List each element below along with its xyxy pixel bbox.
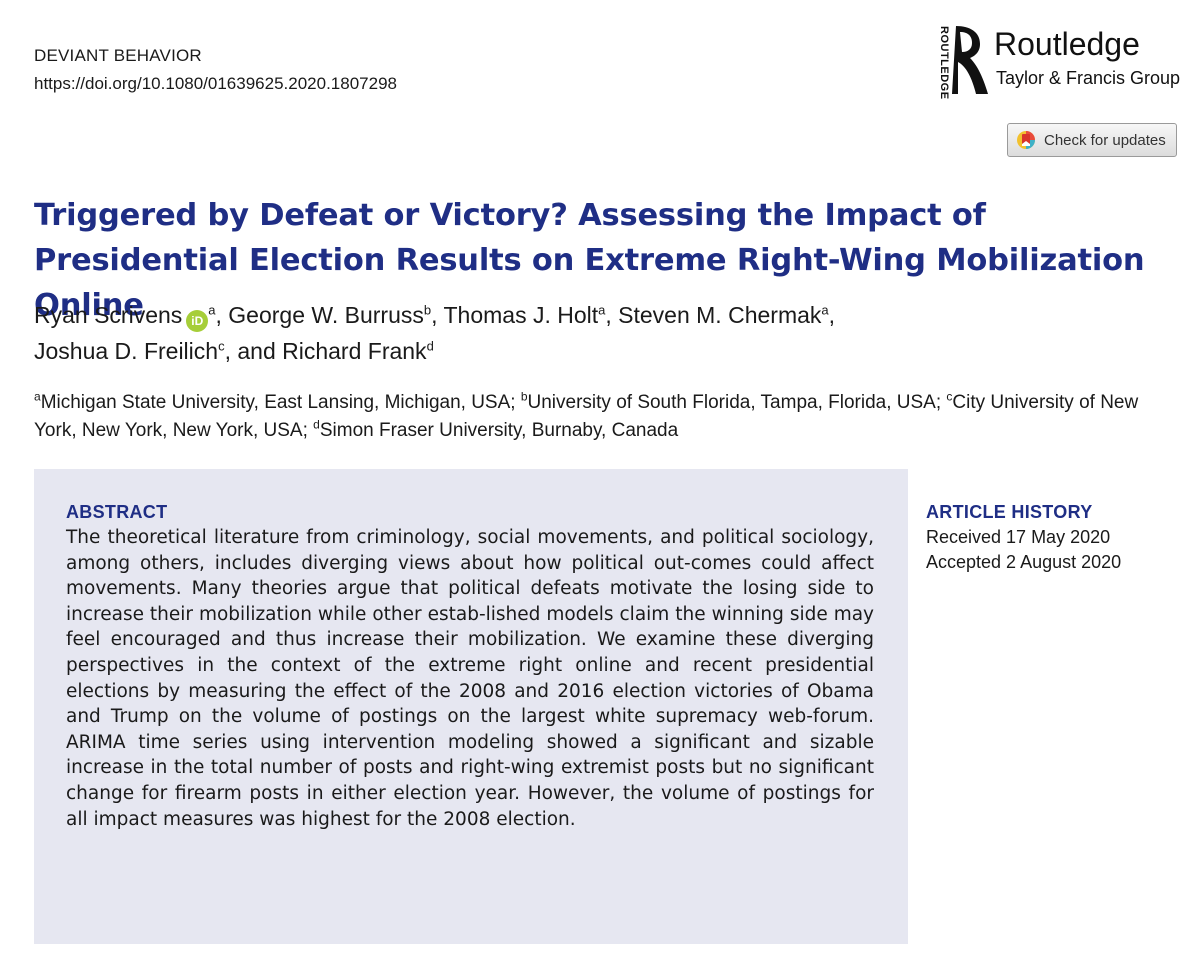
article-history-heading: ARTICLE HISTORY (926, 502, 1093, 522)
author-affiliation-marker: a (208, 302, 216, 318)
author-affiliation-marker: a (821, 302, 829, 318)
article-history: ARTICLE HISTORY Received 17 May 2020 Acc… (926, 499, 1186, 575)
publisher-vertical-text: ROUTLEDGE (938, 26, 950, 100)
publisher-group: Taylor & Francis Group (996, 68, 1181, 88)
routledge-head-icon (952, 26, 988, 94)
author-list: Ryan Scrivens iDa, George W. Burrussb, Th… (34, 302, 836, 364)
journal-name: DEVIANT BEHAVIOR (34, 46, 202, 65)
affiliation-marker: a (34, 389, 41, 404)
check-for-updates-label: Check for updates (1044, 131, 1166, 149)
crossmark-icon (1017, 131, 1035, 149)
accepted-date: Accepted 2 August 2020 (926, 552, 1122, 572)
affiliation-text: University of South Florida, Tampa, Flor… (527, 392, 947, 413)
author-name[interactable]: George W. Burruss (228, 302, 424, 328)
article-title: Triggered by Defeat or Victory? Assessin… (34, 198, 1145, 323)
affiliation-text: City University of New York, New York, N… (34, 392, 1139, 441)
affiliation-list: aMichigan State University, East Lansing… (34, 389, 1184, 445)
abstract-heading: ABSTRACT (66, 502, 168, 522)
author-affiliation-marker: c (218, 338, 225, 354)
publisher-logo: ROUTLEDGE Routledge Taylor & Francis Gro… (932, 18, 1182, 100)
affiliation-marker: d (313, 417, 320, 432)
abstract-box: ABSTRACT The theoretical literature from… (34, 469, 908, 944)
author-name[interactable]: Richard Frank (282, 338, 427, 364)
doi-link[interactable]: https://doi.org/10.1080/01639625.2020.18… (34, 74, 397, 93)
author-affiliation-marker: b (423, 302, 432, 318)
author-name[interactable]: Joshua D. Freilich (34, 338, 219, 364)
author-name[interactable]: Ryan Scrivens (34, 302, 183, 328)
check-for-updates-button[interactable]: Check for updates (1007, 123, 1177, 157)
affiliation-text: Michigan State University, East Lansing,… (40, 392, 521, 413)
received-date: Received 17 May 2020 (926, 527, 1111, 547)
author-name[interactable]: Steven M. Chermak (618, 302, 822, 328)
affiliation-marker: b (520, 389, 528, 404)
affiliation-marker: c (946, 389, 953, 404)
author-name[interactable]: Thomas J. Holt (443, 302, 599, 328)
author-conjunction: and (237, 338, 276, 364)
author-affiliation-marker: d (426, 338, 434, 354)
abstract-text: The theoretical literature from criminol… (66, 527, 874, 830)
orcid-icon[interactable]: iD (186, 310, 209, 332)
author-affiliation-marker: a (598, 302, 606, 318)
publisher-name: Routledge (994, 26, 1140, 62)
affiliation-text: Simon Fraser University, Burnaby, Canada (319, 420, 679, 441)
